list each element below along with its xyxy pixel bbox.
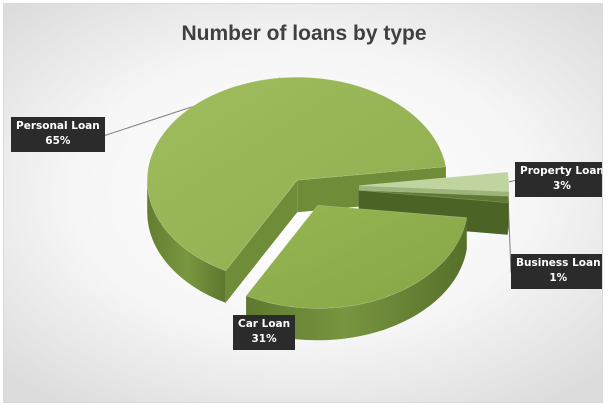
slice-wall-car-loan-0 — [246, 217, 467, 341]
label-category-personal-loan: Personal Loan — [16, 120, 100, 132]
data-label-property-loan: Property Loan 3% — [515, 162, 603, 197]
slice-top-personal-loan — [146, 76, 447, 272]
slice-wall-personal-loan-0 — [147, 180, 226, 303]
slice-top-property-loan — [358, 171, 510, 192]
label-value-car-loan: 31% — [251, 333, 277, 345]
leader-line-property-loan — [508, 180, 516, 183]
data-label-business-loan: Business Loan 1% — [511, 254, 602, 289]
pie-chart-plot — [104, 76, 516, 341]
label-category-business-loan: Business Loan — [516, 257, 601, 269]
slice-top-car-loan — [245, 204, 468, 309]
data-label-personal-loan: Personal Loan 65% — [11, 117, 105, 152]
label-value-business-loan: 1% — [549, 272, 568, 284]
label-value-personal-loan: 65% — [45, 135, 71, 147]
label-category-property-loan: Property Loan — [520, 165, 603, 177]
chart-area: Number of loans by type Personal Loan 65… — [3, 3, 603, 403]
label-value-property-loan: 3% — [553, 180, 571, 192]
chart-title: Number of loans by type — [181, 22, 427, 45]
pie-slice-car-loan — [245, 204, 468, 341]
slice-face-personal-loan-0 — [225, 180, 298, 303]
data-label-car-loan: Car Loan 31% — [233, 315, 296, 350]
slice-wall-business-loan-0 — [507, 196, 509, 235]
label-category-car-loan: Car Loan — [238, 318, 291, 330]
slice-top-business-loan — [358, 190, 509, 204]
